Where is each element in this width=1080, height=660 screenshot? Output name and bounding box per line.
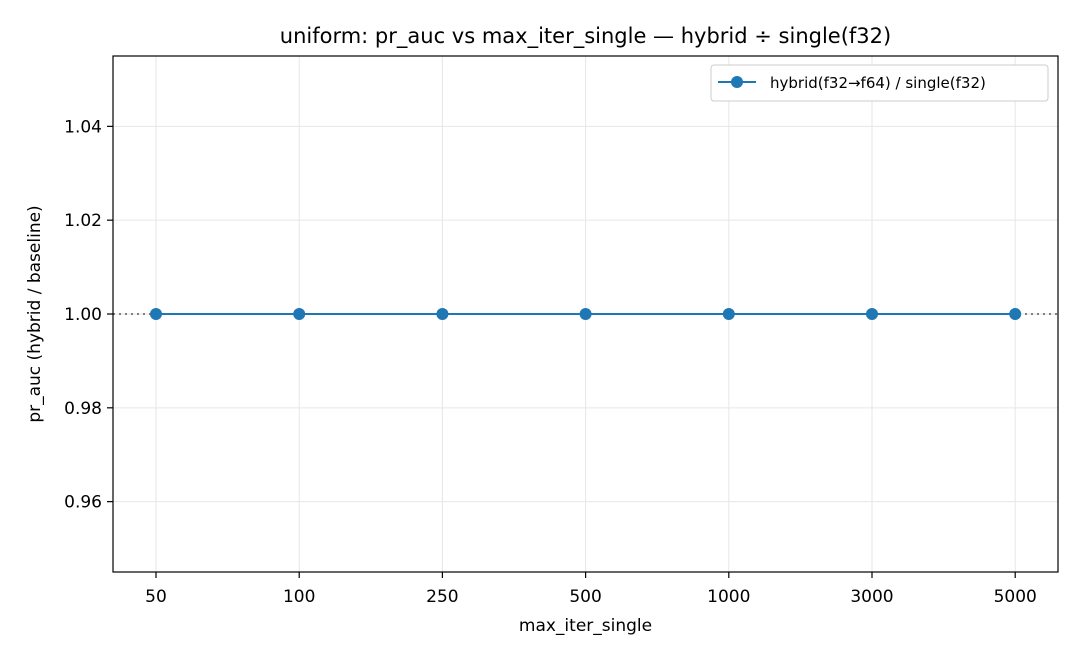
y-tick-label: 1.00 (64, 305, 102, 325)
data-point (1009, 308, 1022, 320)
y-tick-label: 0.96 (64, 493, 102, 513)
legend-marker (731, 76, 743, 88)
x-tick-label: 50 (145, 587, 167, 607)
data-point (722, 308, 735, 320)
chart-title: uniform: pr_auc vs max_iter_single — hyb… (280, 24, 891, 49)
x-tick-label: 100 (283, 587, 315, 607)
y-axis-label: pr_auc (hybrid / baseline) (25, 205, 45, 422)
y-tick-label: 0.98 (64, 399, 102, 419)
x-axis-ticks: 50 100 250 500 1000 3000 5000 (145, 572, 1037, 607)
x-tick-label: 5000 (994, 587, 1037, 607)
legend: hybrid(f32→f64) / single(f32) (710, 64, 1049, 102)
data-point (150, 308, 162, 320)
x-tick-label: 250 (426, 587, 458, 607)
x-tick-label: 1000 (707, 587, 750, 607)
y-axis-ticks: 0.96 0.98 1.00 1.02 1.04 (64, 117, 113, 513)
data-point (436, 308, 449, 320)
series-group (150, 308, 1022, 320)
data-point (293, 308, 306, 320)
data-point (866, 308, 878, 320)
x-tick-label: 500 (569, 587, 601, 607)
x-tick-label: 3000 (850, 587, 893, 607)
legend-label: hybrid(f32→f64) / single(f32) (770, 74, 986, 92)
y-tick-label: 1.02 (64, 211, 102, 231)
y-tick-label: 1.04 (64, 117, 102, 137)
legend-box (710, 64, 1049, 102)
data-point (579, 308, 592, 320)
x-axis-label: max_iter_single (519, 616, 652, 636)
